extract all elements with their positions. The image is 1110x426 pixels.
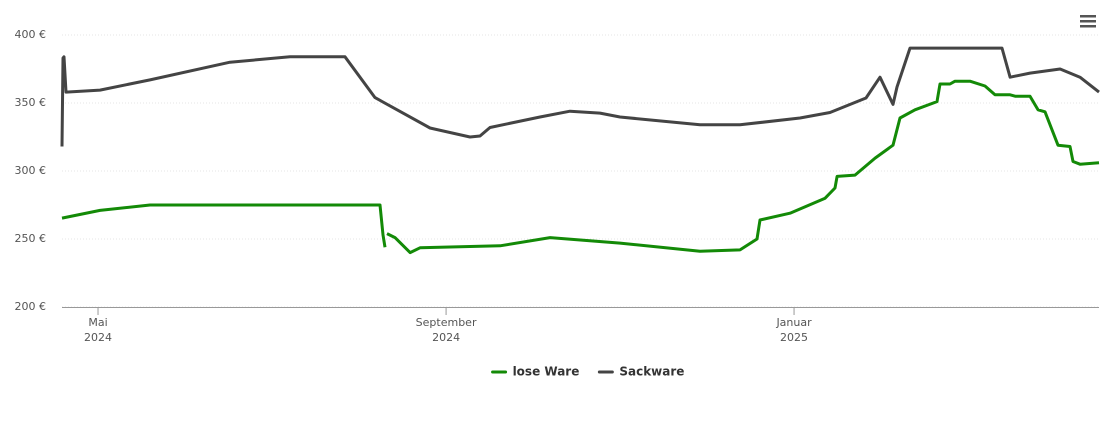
y-tick-label: 400 € (15, 28, 47, 41)
y-tick-label: 250 € (15, 232, 47, 245)
legend-label: Sackware (619, 365, 684, 379)
menu-bar (1080, 15, 1096, 18)
menu-bar (1080, 25, 1096, 28)
menu-icon[interactable] (1080, 15, 1096, 28)
series-line (60, 46, 1100, 147)
series-line (61, 79, 1100, 255)
menu-bar (1080, 20, 1096, 23)
x-tick-label: 2025 (780, 331, 808, 344)
x-tick-label: 2024 (432, 331, 460, 344)
legend: lose Ware Sackware (491, 365, 684, 379)
x-tick-label: Mai (88, 316, 107, 329)
y-tick-label: 350 € (15, 96, 47, 109)
x-tick-label: 2024 (84, 331, 112, 344)
legend-label: lose Ware (513, 365, 580, 379)
x-tick-label: Januar (775, 316, 812, 329)
y-tick-label: 200 € (15, 300, 47, 313)
x-tick-label: September (416, 316, 477, 329)
y-tick-label: 300 € (15, 164, 47, 177)
